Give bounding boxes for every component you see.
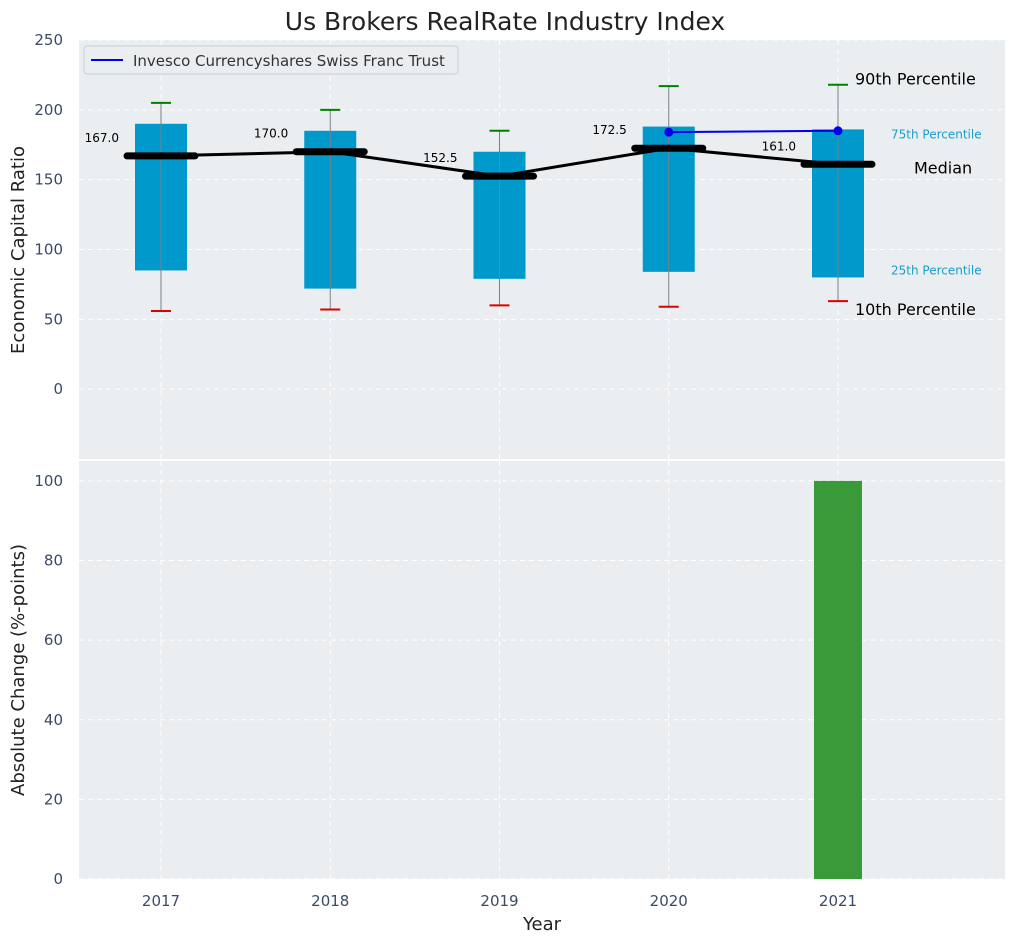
x-tick-label: 2018 [311,892,349,910]
annotation-25th-percentile: 25th Percentile [891,263,982,277]
bottom-y-tick-label: 100 [34,472,63,490]
legend: Invesco Currencyshares Swiss Franc Trust [83,45,459,75]
top-y-tick-label: 150 [34,171,63,189]
bottom-y-axis-label: Absolute Change (%-points) [8,544,29,796]
bottom-y-tick-label: 80 [44,552,63,570]
annotation-10th-percentile: 10th Percentile [855,300,976,319]
annotation-median: Median [914,158,972,177]
x-axis-label: Year [522,914,562,935]
change-bar [814,480,862,879]
top-y-tick-label: 0 [53,380,63,398]
company-series-point [833,126,843,136]
bottom-y-tick-label: 0 [53,870,63,888]
median-trend-line [160,146,839,178]
top-y-tick-label: 200 [34,101,63,119]
x-tick-label: 2019 [480,892,518,910]
annotation-90th-percentile: 90th Percentile [855,70,976,89]
legend-entry-label: Invesco Currencyshares Swiss Franc Trust [133,52,445,70]
top-y-tick-label: 100 [34,241,63,259]
top-y-axis-label: Economic Capital Ratio [8,146,29,354]
median-value-label: 167.0 [85,131,119,145]
top-y-tick-label: 250 [34,31,63,49]
legend-box [83,45,459,75]
top-y-tick-label: 50 [44,310,63,328]
bottom-y-tick-label: 60 [44,631,63,649]
bottom-plot-area: 0 20 40 60 80 100 2017 2018 2019 2020 2021 [34,461,1005,910]
company-series-point [664,127,674,137]
bottom-y-tick-label: 20 [44,790,63,808]
x-tick-label: 2020 [650,892,688,910]
median-value-label: 170.0 [254,127,288,141]
median-value-label: 152.5 [423,151,457,165]
x-tick-label: 2017 [142,892,180,910]
median-value-label: 172.5 [592,123,626,137]
bottom-y-tick-label: 40 [44,711,63,729]
bottom-plot-background [79,461,1005,879]
chart-title: Us Brokers RealRate Industry Index [285,7,725,36]
median-value-label: 161.0 [762,139,796,153]
annotation-75th-percentile: 75th Percentile [891,127,982,141]
company-series-line [668,129,839,134]
x-tick-label: 2021 [819,892,857,910]
top-plot-area: 0 50 100 150 200 250 167.0 170.0 152.5 172.5 161.0… [34,31,1005,459]
